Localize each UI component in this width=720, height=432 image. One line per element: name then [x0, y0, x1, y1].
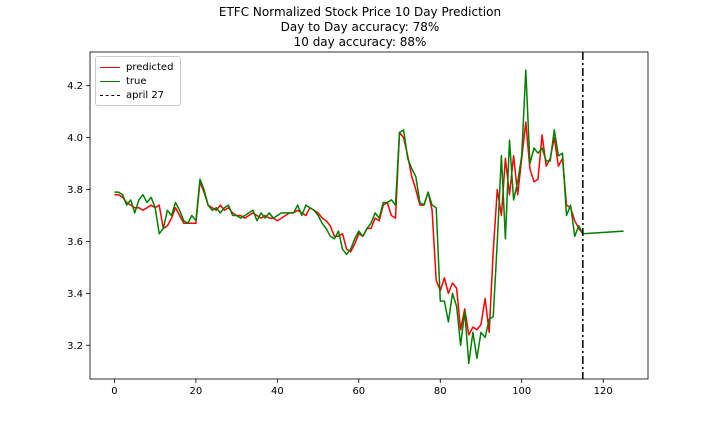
- y-tick-label: 3.4: [67, 289, 83, 300]
- series-line-true: [114, 69, 624, 365]
- chart-title: ETFC Normalized Stock Price 10 Day Predi…: [218, 5, 502, 19]
- x-tick-label: 80: [434, 386, 447, 397]
- chart-subtitle-day-accuracy: Day to Day accuracy: 78%: [280, 20, 440, 34]
- series-line-predicted: [114, 121, 584, 336]
- y-tick-label: 4.2: [67, 81, 83, 92]
- y-tick-label: 4.0: [67, 133, 83, 144]
- x-tick-label: 120: [594, 386, 613, 397]
- x-tick-label: 40: [271, 386, 284, 397]
- y-tick-label: 3.2: [67, 341, 83, 352]
- x-tick-label: 100: [512, 386, 531, 397]
- chart-legend: predicted true april 27: [95, 56, 181, 106]
- legend-label-vline: april 27: [126, 89, 165, 101]
- legend-label-predicted: predicted: [126, 61, 174, 73]
- legend-item-vline: april 27: [100, 88, 164, 102]
- legend-swatch-predicted: [100, 66, 120, 68]
- x-tick-label: 60: [352, 386, 365, 397]
- chart-subtitle-10day-accuracy: 10 day accuracy: 88%: [293, 35, 427, 49]
- legend-item-predicted: predicted: [100, 60, 173, 74]
- legend-swatch-vline: [100, 94, 120, 96]
- plot-frame: [89, 51, 649, 380]
- legend-label-true: true: [126, 75, 147, 87]
- y-tick-label: 3.8: [67, 185, 83, 196]
- x-tick-label: 20: [190, 386, 203, 397]
- y-tick-label: 3.6: [67, 237, 83, 248]
- legend-item-true: true: [100, 74, 147, 88]
- legend-swatch-true: [100, 80, 120, 82]
- x-tick-label: 0: [111, 386, 117, 397]
